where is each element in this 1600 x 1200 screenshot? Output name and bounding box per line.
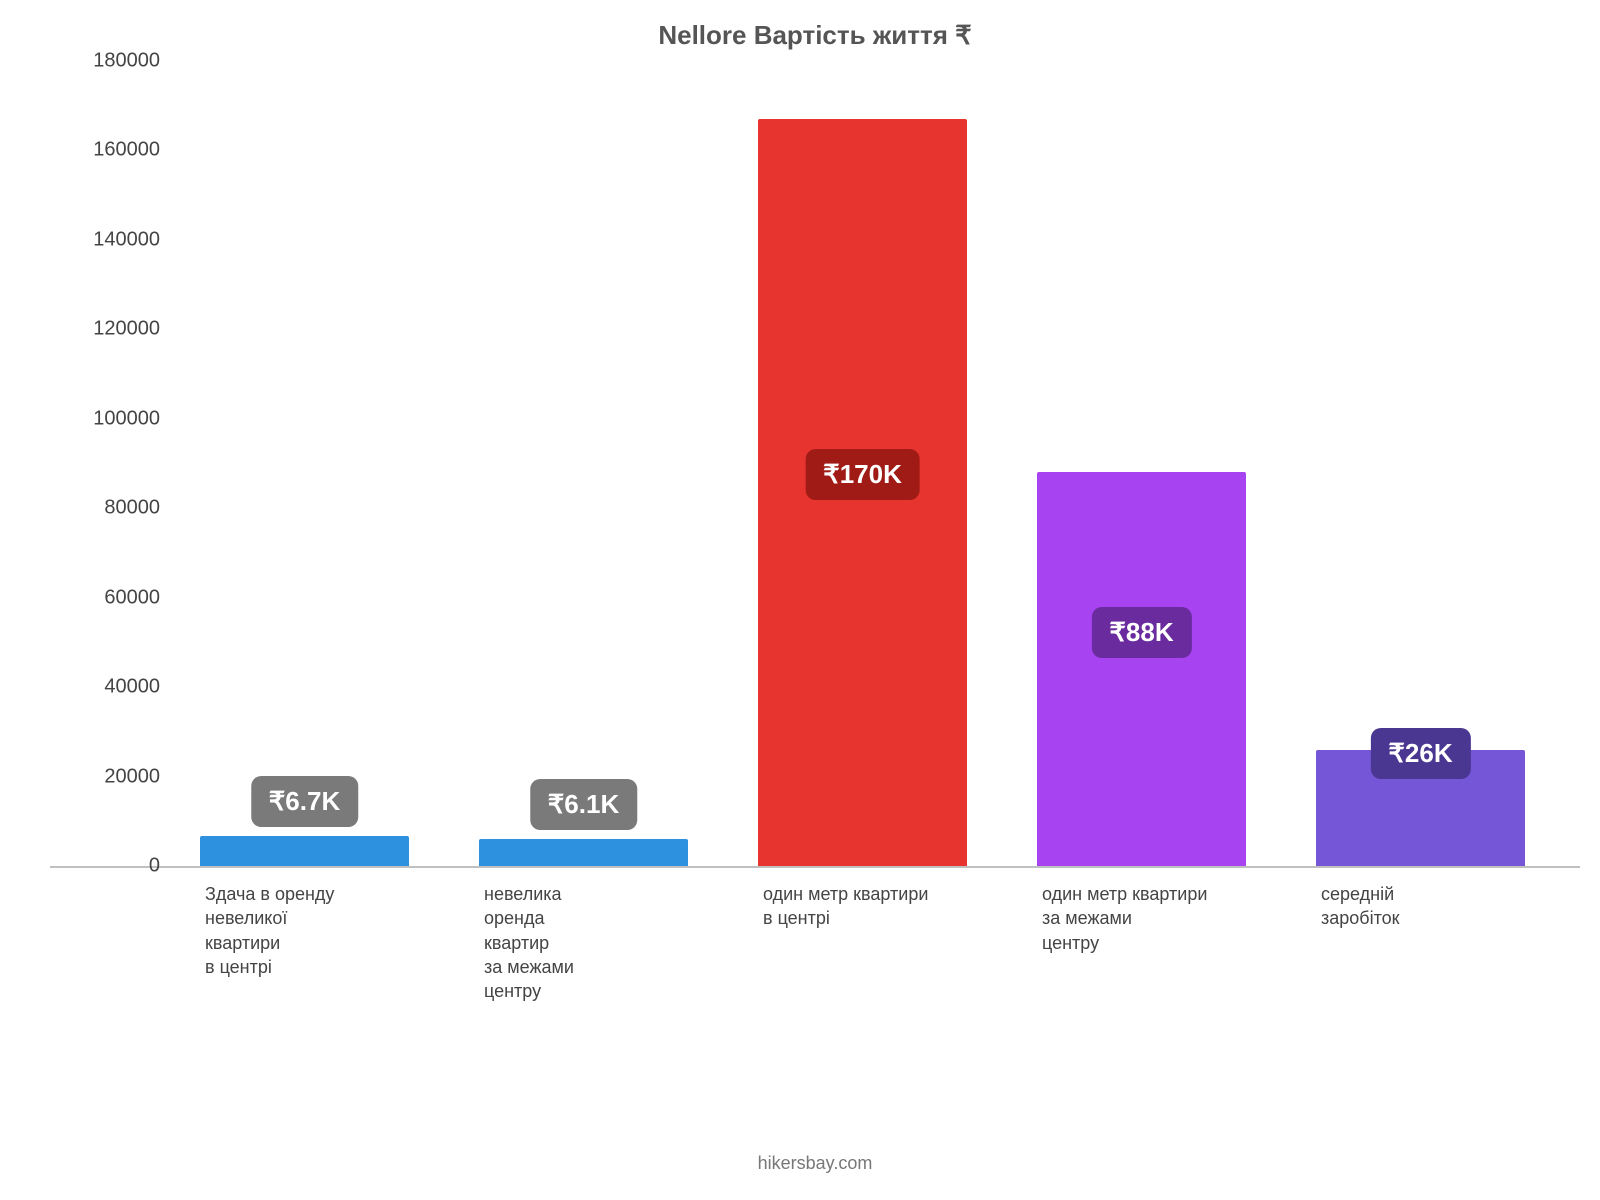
y-tick-label: 80000 [60,497,160,520]
value-badge: ₹6.7K [251,776,358,827]
x-axis-labels: Здача в орендуневеликоїквартирив центрін… [165,882,1560,1003]
value-badge: ₹26K [1370,728,1470,779]
chart-title: Nellore Вартість життя ₹ [50,20,1580,51]
x-category-label: Здача в орендуневеликоїквартирив центрі [165,882,444,1003]
y-tick-label: 140000 [60,228,160,251]
y-tick-label: 20000 [60,765,160,788]
value-badge: ₹88K [1091,607,1191,658]
y-tick-label: 60000 [60,586,160,609]
bar-slot: ₹88K [1002,63,1281,866]
y-axis: 0200004000060000800001000001200001400001… [50,63,160,866]
y-tick-label: 100000 [60,407,160,430]
bar: ₹6.1K [479,839,688,866]
x-category-label: невеликаорендаквартирза межамицентру [444,882,723,1003]
bar-slot: ₹170K [723,63,1002,866]
cost-of-living-chart: Nellore Вартість життя ₹ 0 20000 40000 6000… [50,20,1580,1170]
bar: ₹88K [1037,472,1246,866]
bars-region: ₹6.7K ₹6.1K ₹170K ₹88K ₹26K [165,63,1560,866]
bar: ₹170K [758,119,967,866]
y-tick-label: 40000 [60,676,160,699]
plot-area: 0200004000060000800001000001200001400001… [50,63,1580,868]
value-badge: ₹6.1K [530,779,637,830]
bar-slot: ₹6.1K [444,63,723,866]
attribution-text: hikersbay.com [50,1153,1580,1174]
x-category-label: один метр квартирив центрі [723,882,1002,1003]
x-category-label: один метр квартириза межамицентру [1002,882,1281,1003]
x-category-label: середнійзаробіток [1281,882,1560,1003]
y-tick-label: 160000 [60,139,160,162]
value-badge: ₹170K [805,449,920,500]
y-tick-label: 120000 [60,318,160,341]
bar: ₹6.7K [200,836,409,866]
bar-slot: ₹6.7K [165,63,444,866]
bar-slot: ₹26K [1281,63,1560,866]
y-tick-label: 180000 [60,50,160,73]
bar: ₹26K [1316,750,1525,866]
y-tick-label: 0 [60,855,160,878]
